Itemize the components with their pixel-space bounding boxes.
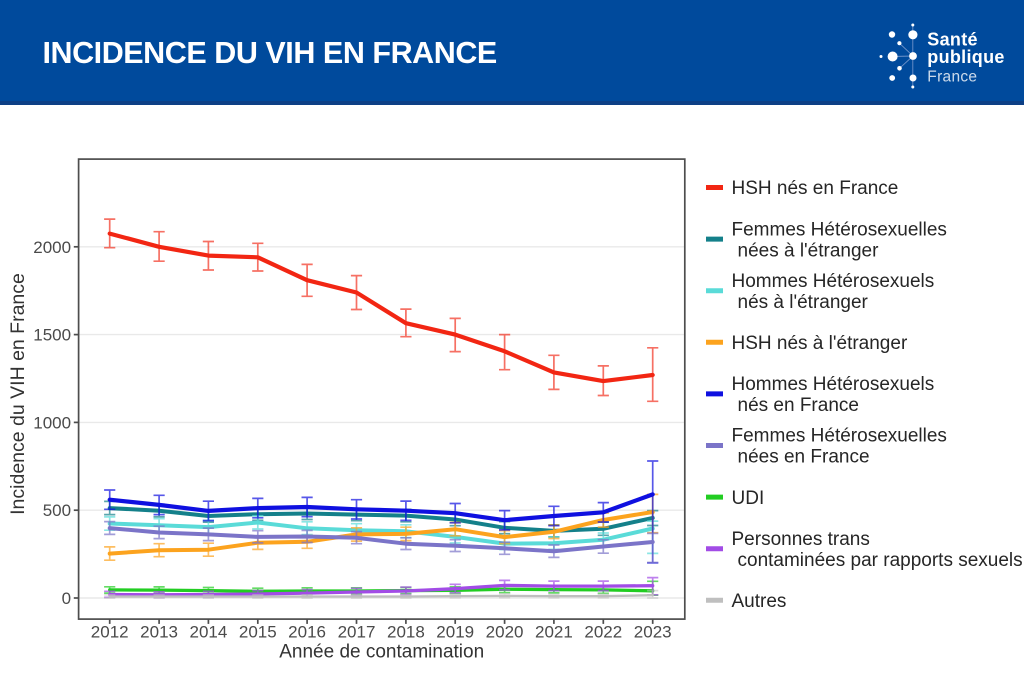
- svg-text:Autres: Autres: [732, 591, 787, 612]
- svg-text:Incidence du VIH en France: Incidence du VIH en France: [7, 273, 29, 515]
- svg-text:Femmes Hétérosexuelles: Femmes Hétérosexuelles: [732, 426, 947, 447]
- svg-text:0: 0: [62, 589, 71, 608]
- svg-text:2013: 2013: [140, 623, 178, 642]
- svg-text:1000: 1000: [33, 413, 71, 432]
- svg-text:2017: 2017: [338, 623, 376, 642]
- svg-text:2019: 2019: [436, 623, 474, 642]
- svg-text:2012: 2012: [91, 623, 129, 642]
- svg-text:2020: 2020: [486, 623, 524, 642]
- svg-text:INCIDENCE DU VIH EN FRANCE: INCIDENCE DU VIH EN FRANCE: [43, 36, 497, 70]
- svg-text:nées en France: nées en France: [738, 447, 870, 468]
- svg-text:2018: 2018: [387, 623, 425, 642]
- svg-text:HSH nés à l'étranger: HSH nés à l'étranger: [732, 333, 908, 354]
- svg-text:2015: 2015: [239, 623, 277, 642]
- svg-text:500: 500: [43, 501, 71, 520]
- svg-text:2023: 2023: [634, 623, 672, 642]
- svg-text:2022: 2022: [584, 623, 622, 642]
- svg-text:2000: 2000: [33, 238, 71, 257]
- svg-text:nés en France: nés en France: [738, 395, 859, 416]
- svg-text:Hommes Hétérosexuels: Hommes Hétérosexuels: [732, 374, 935, 395]
- svg-text:Année de contamination: Année de contamination: [279, 642, 484, 663]
- svg-text:nés à l'étranger: nés à l'étranger: [738, 292, 869, 313]
- svg-text:2016: 2016: [288, 623, 326, 642]
- svg-text:contaminées par rapports sexue: contaminées par rapports sexuels: [738, 550, 1023, 571]
- svg-text:nées à l'étranger: nées à l'étranger: [738, 240, 880, 261]
- svg-text:UDI: UDI: [732, 488, 765, 509]
- svg-text:publique: publique: [927, 47, 1004, 67]
- svg-text:Personnes trans: Personnes trans: [732, 529, 870, 550]
- svg-text:2014: 2014: [189, 623, 227, 642]
- svg-text:France: France: [927, 69, 977, 86]
- svg-text:2021: 2021: [535, 623, 573, 642]
- svg-text:HSH nés en France: HSH nés en France: [732, 178, 899, 199]
- svg-text:Femmes Hétérosexuelles: Femmes Hétérosexuelles: [732, 219, 947, 240]
- svg-text:Santé: Santé: [927, 29, 978, 49]
- svg-text:Hommes Hétérosexuels: Hommes Hétérosexuels: [732, 271, 935, 292]
- svg-text:1500: 1500: [33, 326, 71, 345]
